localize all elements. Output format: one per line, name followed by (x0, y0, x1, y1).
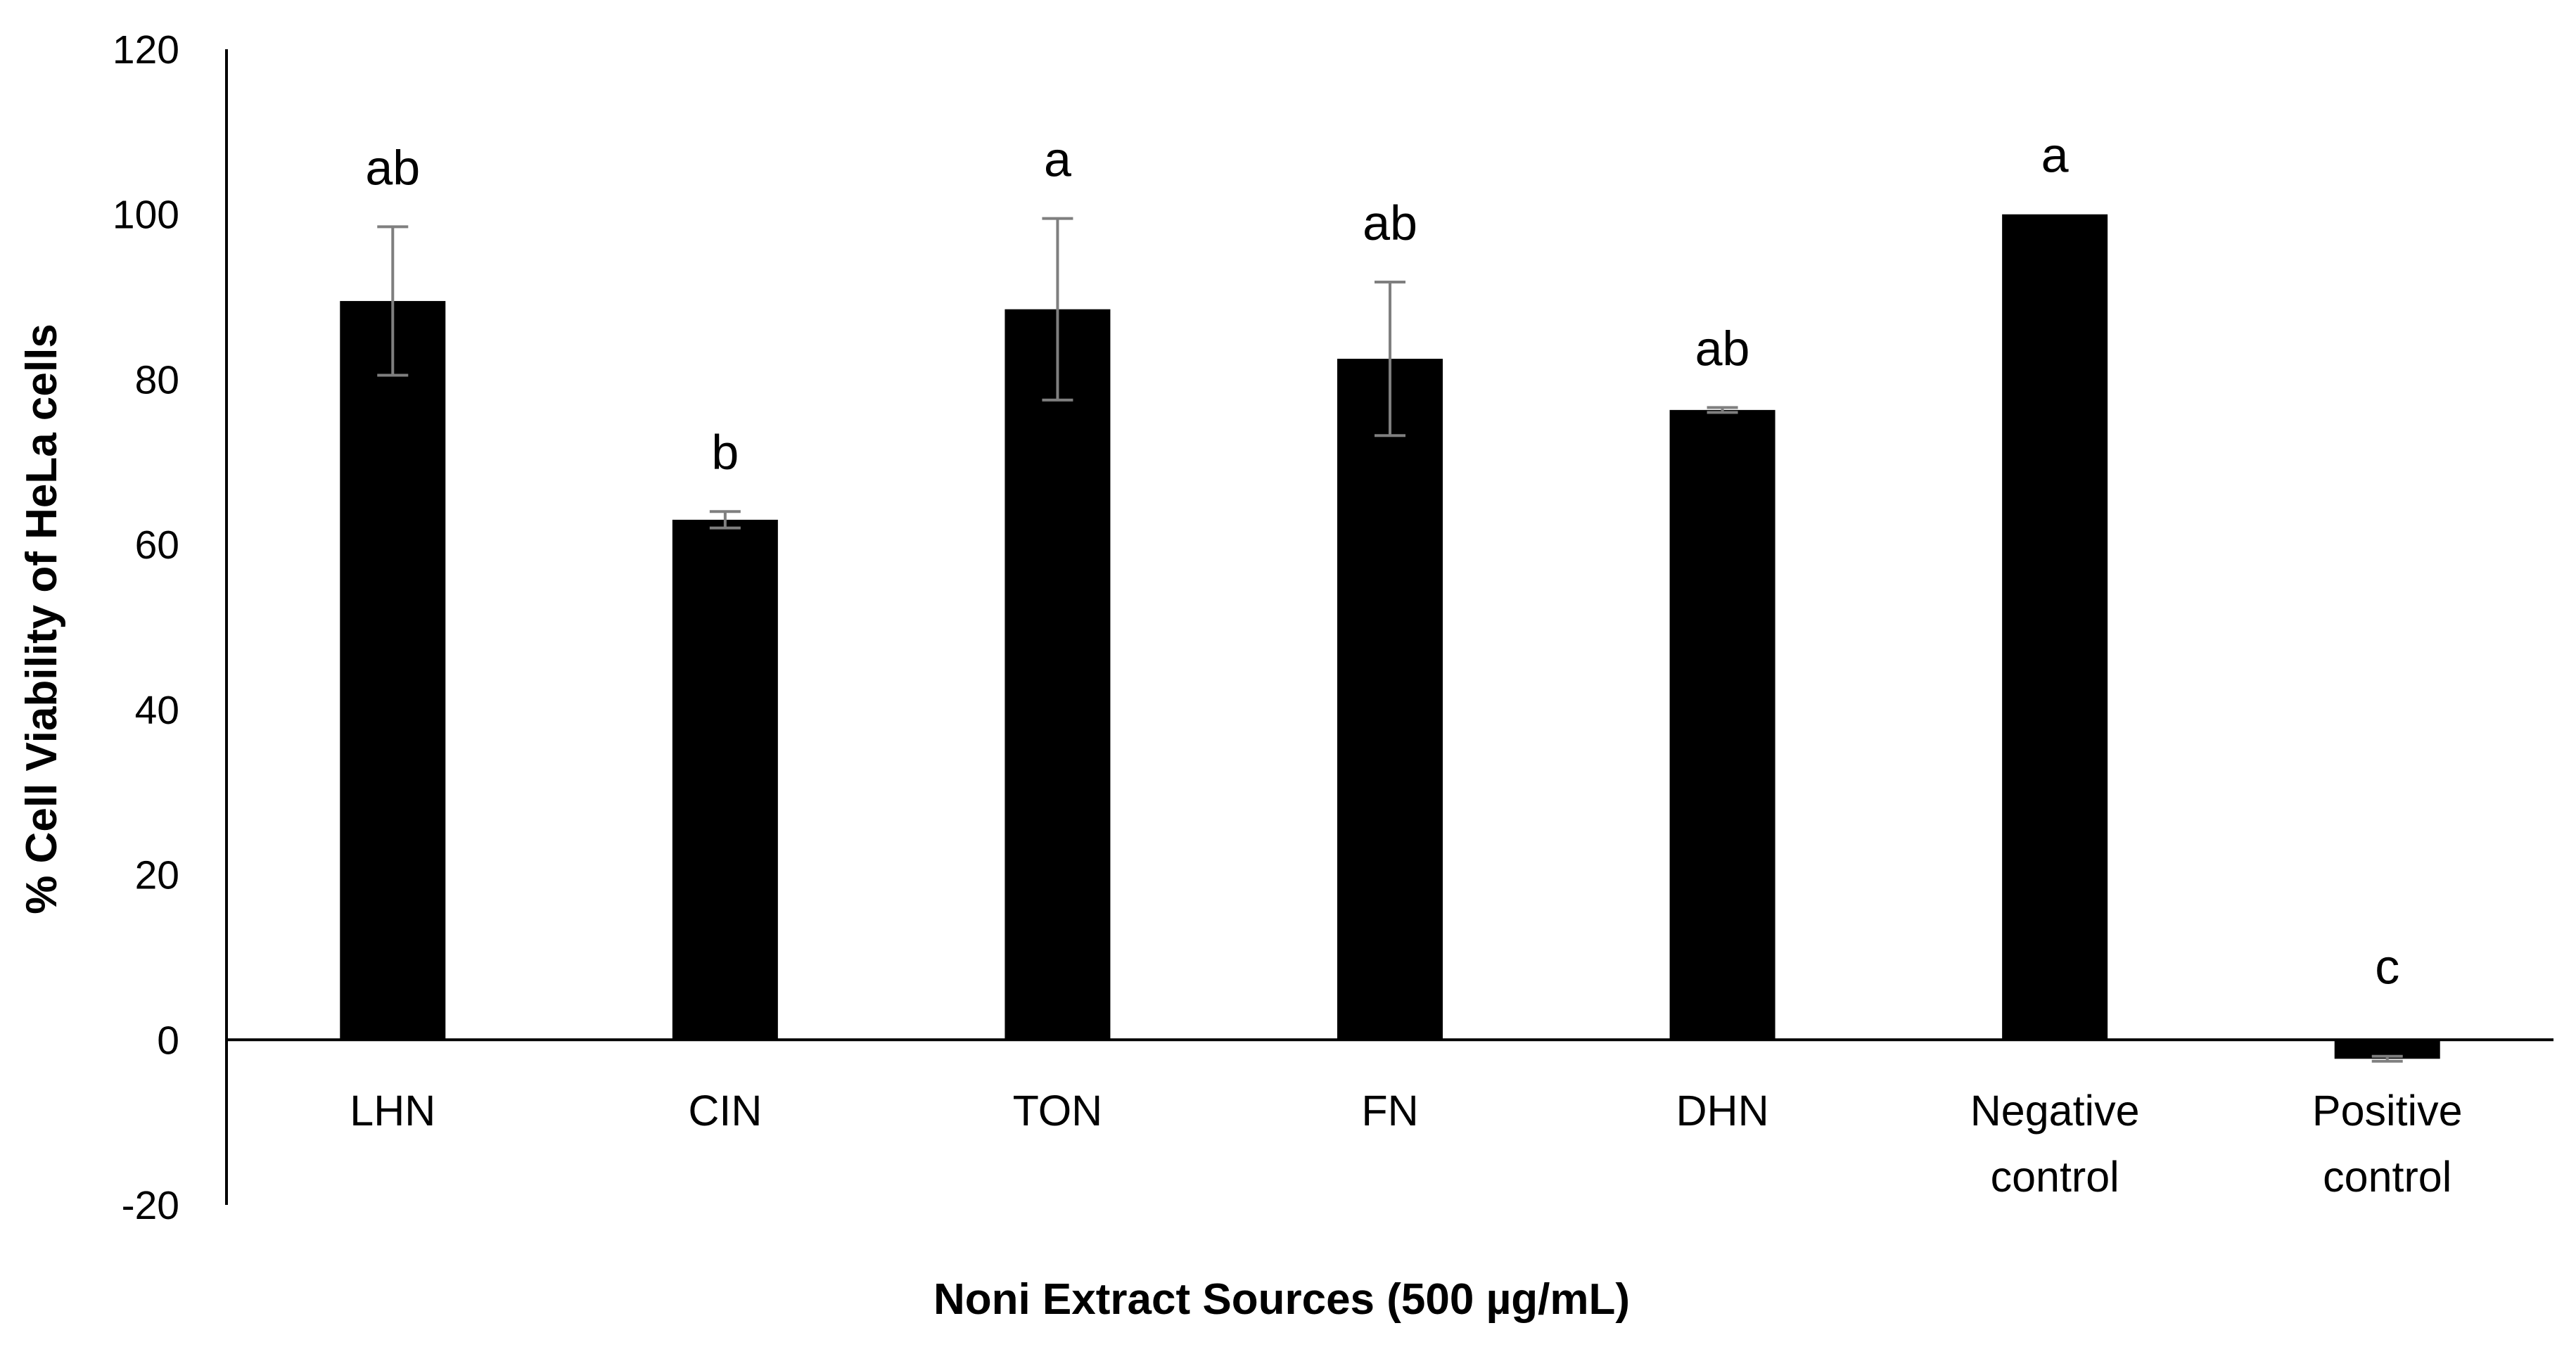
y-tick-label: 20 (135, 853, 179, 898)
category-label-line: control (1991, 1153, 2119, 1201)
y-tick-label: 80 (135, 357, 179, 402)
bar (1005, 309, 1111, 1040)
category-label: DHN (1676, 1087, 1768, 1135)
y-tick-label: -20 (122, 1183, 179, 1228)
error-bars (377, 217, 2403, 1063)
y-tick-label: 100 (113, 193, 179, 238)
significance-label: a (2041, 128, 2069, 183)
y-tick-label: 60 (135, 523, 179, 568)
category-label-line: TON (1013, 1087, 1103, 1135)
significance-label: ab (365, 140, 420, 195)
category-label-line: CIN (688, 1087, 762, 1135)
category-label: LHN (350, 1087, 435, 1135)
labels: ab LHN b CIN a TON ab FN ab DHN a Negative control c P… (350, 128, 2462, 1201)
significance-label: ab (1695, 321, 1750, 376)
x-axis-title: Noni Extract Sources (500 µg/mL) (933, 1275, 1630, 1324)
category-label-line: control (2323, 1153, 2451, 1201)
bar (340, 300, 446, 1040)
y-axis-title: % Cell Viability of HeLa cells (18, 324, 66, 914)
category-label-line: Negative (1970, 1087, 2140, 1135)
category-label: CIN (688, 1087, 762, 1135)
category-label-line: LHN (350, 1087, 435, 1135)
y-tick-label: 0 (157, 1018, 179, 1063)
category-label: Negative control (1970, 1087, 2140, 1201)
bars (340, 214, 2440, 1059)
category-label: Positive control (2312, 1087, 2463, 1201)
bar (2002, 214, 2108, 1040)
bar (672, 519, 778, 1040)
significance-label: b (711, 425, 739, 480)
significance-label: a (1044, 132, 1071, 187)
significance-label: c (2375, 939, 2399, 994)
bar (1669, 409, 1775, 1040)
bar (1337, 359, 1443, 1040)
axes: 120 100 80 60 40 20 0 -20 (113, 27, 2553, 1228)
category-label: FN (1361, 1087, 1418, 1135)
significance-label: ab (1363, 196, 1417, 250)
category-label-line: Positive (2312, 1087, 2463, 1135)
category-label-line: FN (1361, 1087, 1418, 1135)
y-tick-label: 120 (113, 27, 179, 72)
y-tick-label: 40 (135, 688, 179, 733)
category-label: TON (1013, 1087, 1103, 1135)
category-label-line: DHN (1676, 1087, 1768, 1135)
